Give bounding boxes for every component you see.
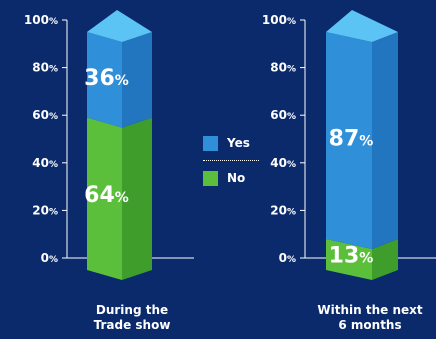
y-tick-label: 0% [41,251,58,265]
bar-segment-no-front [87,117,122,281]
y-tick-label: 20% [270,203,296,217]
y-tick-label: 60% [270,108,296,122]
legend-label-no: No [227,171,246,185]
bar-segment-yes-front [326,32,372,250]
y-tick-label: 0% [279,251,296,265]
data-label-no: 64% [84,183,129,208]
bar-top-cap [326,10,398,42]
legend-item-yes: Yes [203,134,259,152]
category-label-trade-show: During the Trade show [72,303,192,333]
legend-divider [203,160,259,161]
y-tick-label: 100% [262,13,296,27]
data-label-yes: 36% [84,66,129,91]
y-tick-label: 80% [270,61,296,75]
data-label-yes: 87% [329,127,374,152]
category-label-next-6-months: Within the next 6 months [300,303,436,333]
bar-segment-no-front [326,239,372,280]
y-tick-label: 60% [32,108,58,122]
data-label-no: 13% [329,244,374,269]
category-label-line: Within the next [317,303,423,317]
legend-swatch-yes [203,135,218,151]
bar-segment-no-side [372,239,398,280]
category-label-line: 6 months [338,318,402,332]
category-label-line: During the [95,303,169,317]
legend-swatch-no [203,170,218,186]
bar-top-cap [87,10,152,42]
y-tick-label: 40% [32,156,58,170]
legend-label-yes: Yes [227,136,250,150]
bar-segment-yes-side [122,32,152,128]
legend: Yes No [203,134,259,187]
bar-segment-yes-side [372,32,398,250]
y-tick-label: 100% [24,13,58,27]
bar-segment-yes-front [87,32,122,128]
legend-item-no: No [203,169,259,187]
y-tick-label: 40% [270,156,296,170]
category-label-line: Trade show [93,318,171,332]
y-tick-label: 80% [32,61,58,75]
bar-segment-no-side [122,117,152,281]
y-tick-label: 20% [32,203,58,217]
